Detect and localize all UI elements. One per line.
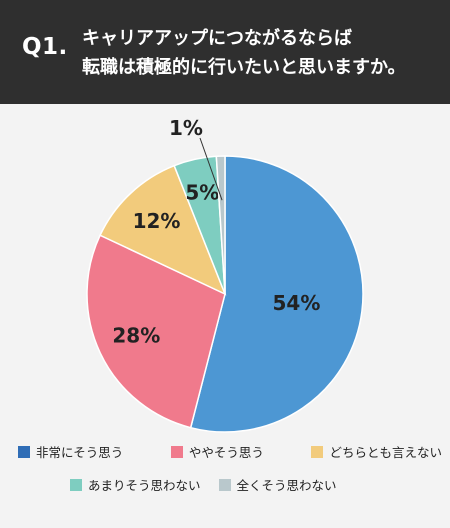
pie-chart: 54% 28% 12%5% 1% xyxy=(86,116,364,433)
legend-swatch xyxy=(311,445,324,458)
pie-slice-1 xyxy=(86,234,226,429)
legend-swatch xyxy=(70,478,82,491)
legend-row-1: 非常にそう思う ややそう思う どちらとも言えない xyxy=(18,442,442,461)
legend-label: どちらとも言えない xyxy=(329,445,442,460)
question-text: キャリアアップにつながるならば 転職は積極的に行いたいと思いますか。 xyxy=(82,24,442,82)
pie-label-3: 5% xyxy=(185,181,219,205)
legend-swatch xyxy=(170,445,183,458)
legend-label: あまりそう思わない xyxy=(88,478,201,493)
pie-label-4: 1% xyxy=(169,116,203,140)
question-line-2: 転職は積極的に行いたいと思いますか。 xyxy=(82,57,406,78)
legend-item-somewhat-agree: ややそう思う xyxy=(170,442,264,461)
question-number: Q1. xyxy=(22,34,68,60)
legend-row-2: あまりそう思わない 全くそう思わない xyxy=(18,475,442,494)
legend-label: 非常にそう思う xyxy=(36,445,124,460)
legend-item-neutral: どちらとも言えない xyxy=(311,442,442,461)
legend-swatch xyxy=(218,478,231,491)
legend-item-very-agree: 非常にそう思う xyxy=(18,442,123,461)
legend-item-strongly-disagree: 全くそう思わない xyxy=(218,475,337,494)
legend-swatch xyxy=(18,445,30,458)
legend-label: 全くそう思わない xyxy=(236,478,337,493)
leader-line xyxy=(199,137,223,201)
legend: 非常にそう思う ややそう思う どちらとも言えない あまりそう思わない 全くそう思… xyxy=(18,442,442,508)
question-line-1: キャリアアップにつながるならば xyxy=(82,28,352,49)
pie-slice-0 xyxy=(189,155,364,433)
question-header: Q1. キャリアアップにつながるならば 転職は積極的に行いたいと思いますか。 xyxy=(0,0,450,104)
legend-item-somewhat-disagree: あまりそう思わない xyxy=(70,475,201,494)
pie-label-1: 28% xyxy=(112,324,160,348)
pie-label-2: 12% xyxy=(133,209,181,233)
legend-label: ややそう思う xyxy=(188,445,264,460)
pie-slice-2 xyxy=(99,164,227,296)
pie-label-0: 54% xyxy=(272,291,320,315)
